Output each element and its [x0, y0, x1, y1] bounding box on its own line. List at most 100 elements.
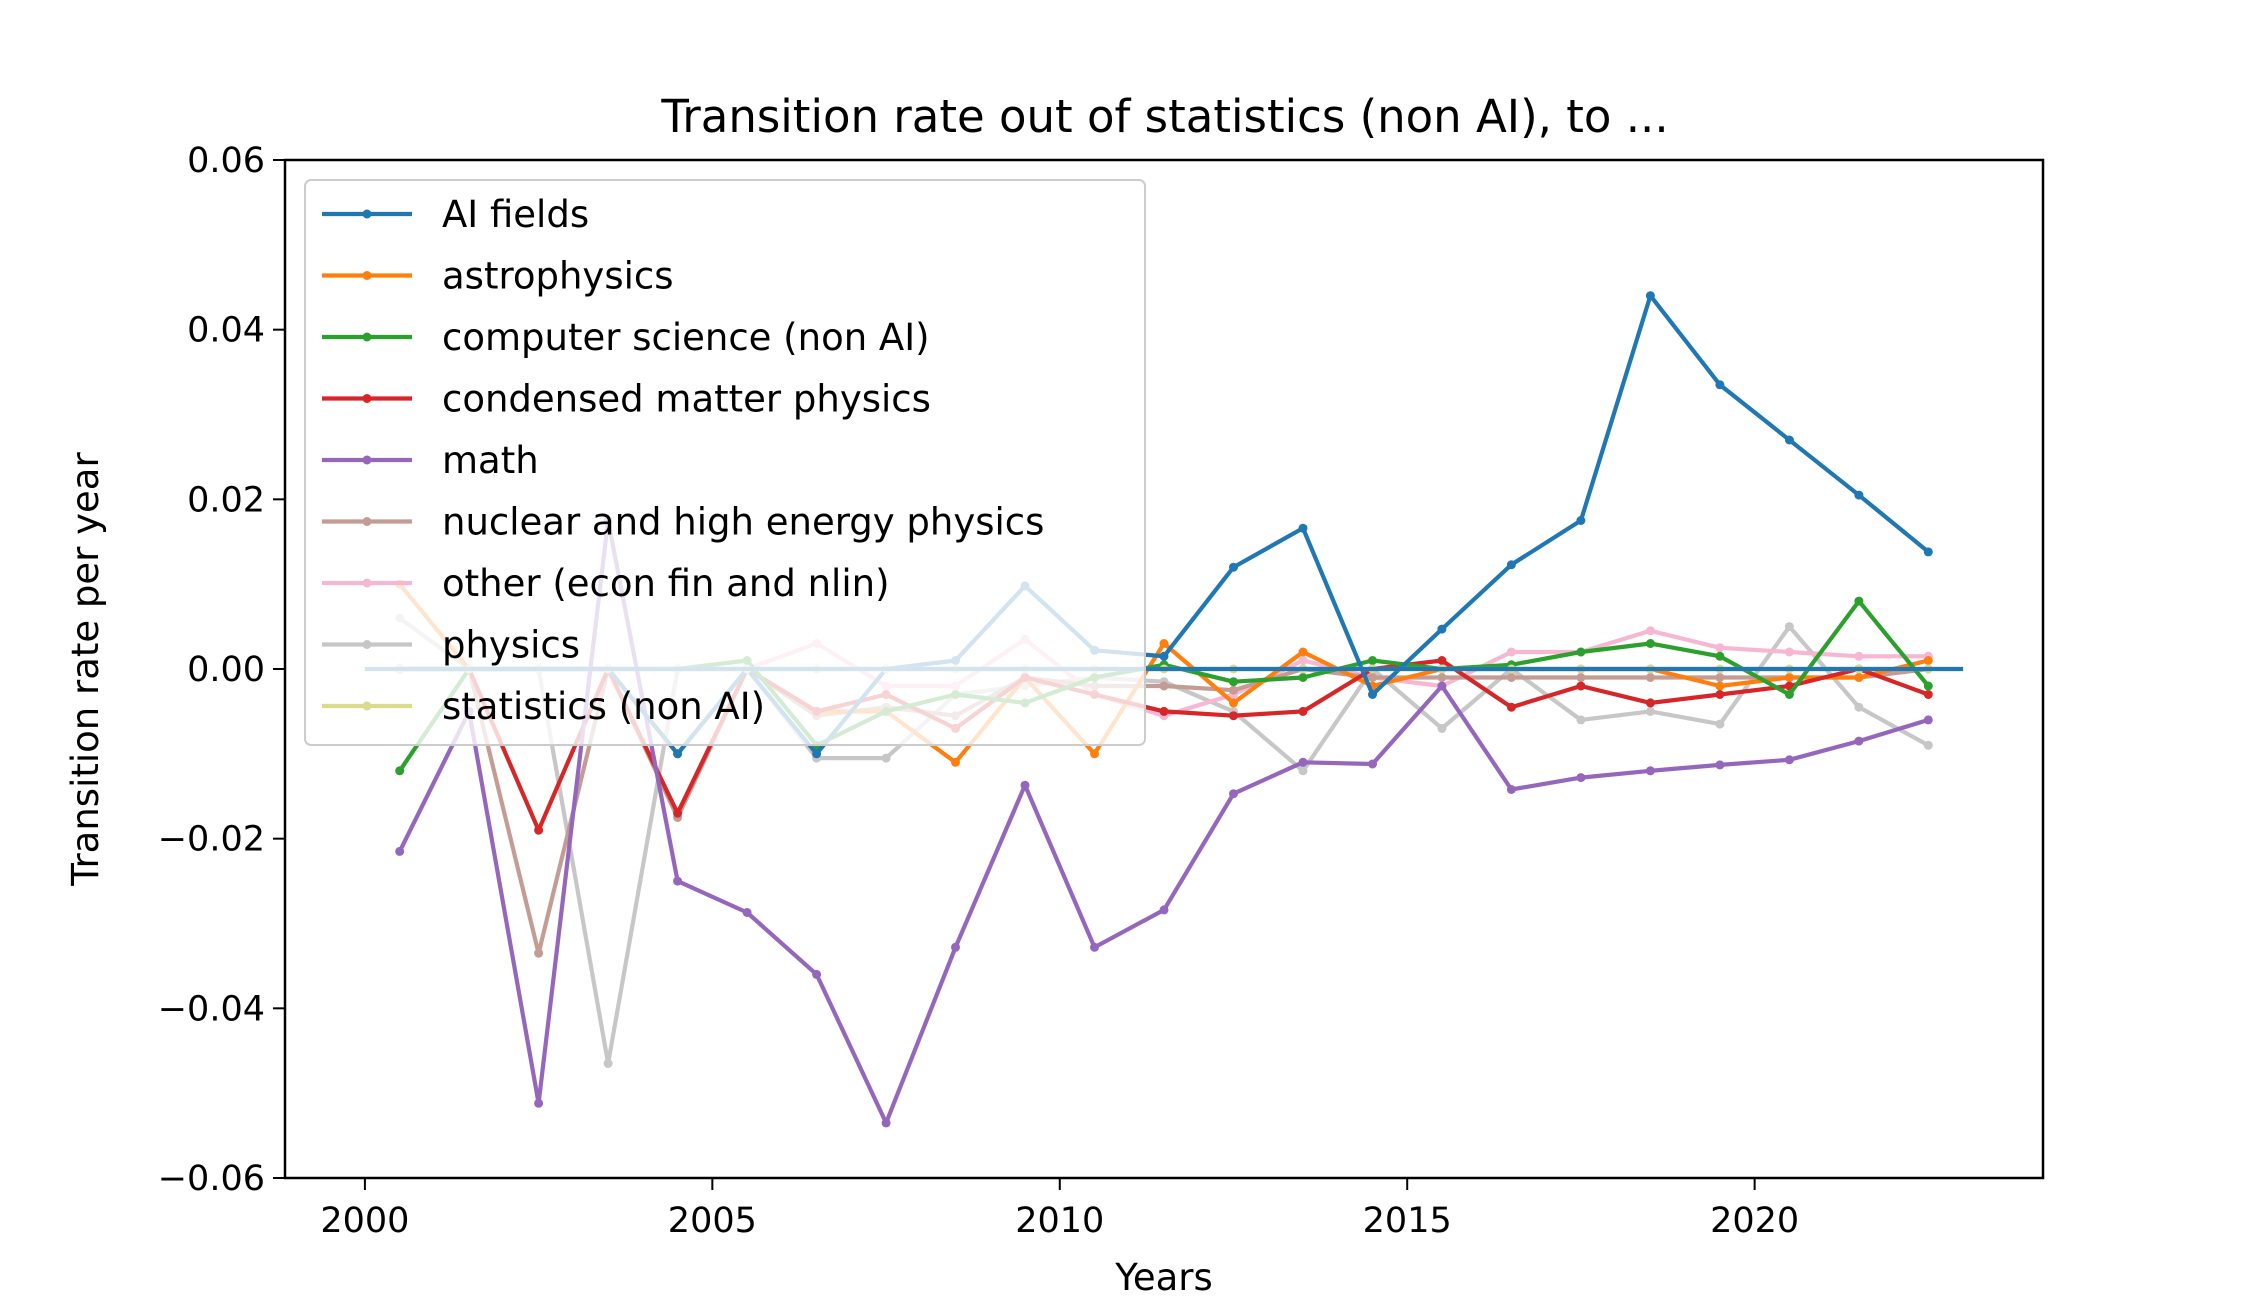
data-point-physics [1298, 766, 1308, 776]
data-point-condensed-matter-physics [1159, 706, 1169, 716]
x-tick-label: 2010 [1015, 1201, 1104, 1241]
legend-label: AI fields [442, 193, 589, 236]
data-point-math [1854, 736, 1864, 746]
y-tick-label: −0.02 [158, 820, 265, 860]
data-point-other-econ-fin-and-nlin [1645, 626, 1655, 636]
data-point-math [1506, 785, 1516, 794]
data-point-math [1923, 715, 1933, 725]
data-point-condensed-matter-physics [534, 825, 544, 835]
data-point-math [1159, 905, 1169, 915]
data-point-ai-fields [1159, 651, 1169, 661]
data-point-condensed-matter-physics [1437, 656, 1447, 665]
data-point-ai-fields [1784, 435, 1794, 445]
data-point-astrophysics [1298, 647, 1308, 657]
legend-item-physics: physics [322, 624, 580, 667]
legend-item-astrophysics: astrophysics [322, 255, 674, 298]
data-point-math [1437, 681, 1447, 691]
data-point-ai-fields [1576, 516, 1586, 525]
data-point-math [881, 1118, 891, 1128]
legend-item-other-econ-fin-and-nlin: other (econ fin and nlin) [322, 562, 890, 605]
data-point-ai-fields [1923, 547, 1933, 557]
data-point-ai-fields [1368, 690, 1377, 699]
legend-item-math: math [322, 439, 539, 482]
legend-marker [362, 578, 372, 588]
data-point-math [1645, 766, 1655, 776]
data-point-physics [1923, 740, 1933, 750]
legend-label: math [442, 439, 539, 482]
legend-label: statistics (non AI) [442, 685, 765, 728]
data-point-nuclear-and-high-energy-physics [1229, 685, 1238, 695]
data-point-nuclear-and-high-energy-physics [1506, 673, 1516, 682]
legend-label: nuclear and high energy physics [442, 501, 1044, 544]
data-point-other-econ-fin-and-nlin [1854, 651, 1864, 661]
legend: AI fields astrophysics computer science (n… [304, 179, 1146, 746]
data-point-astrophysics [1090, 749, 1099, 759]
data-point-nuclear-and-high-energy-physics [1437, 673, 1447, 682]
y-tick-label: 0.02 [187, 480, 265, 520]
data-point-math [1229, 789, 1238, 799]
data-point-astrophysics [1715, 681, 1725, 691]
data-point-computer-science-non-ai [1854, 596, 1864, 606]
data-point-ai-fields [1437, 624, 1447, 634]
data-point-condensed-matter-physics [1715, 690, 1725, 699]
x-tick-label: 2005 [668, 1201, 757, 1241]
y-tick-label: −0.04 [158, 989, 265, 1029]
data-point-math [673, 876, 683, 886]
data-point-condensed-matter-physics [1923, 690, 1933, 699]
data-point-computer-science-non-ai [1298, 673, 1308, 682]
legend-item-ai-fields: AI fields [322, 193, 589, 236]
data-point-nuclear-and-high-energy-physics [1715, 673, 1725, 682]
data-point-condensed-matter-physics [1576, 681, 1586, 691]
data-point-nuclear-and-high-energy-physics [1645, 673, 1655, 682]
data-point-physics [1437, 723, 1447, 733]
y-tick-label: 0.06 [187, 141, 265, 181]
legend-marker [362, 517, 372, 526]
data-point-condensed-matter-physics [1506, 702, 1516, 712]
data-point-astrophysics [1229, 698, 1238, 708]
data-point-astrophysics [1854, 673, 1864, 682]
data-point-computer-science-non-ai [1784, 690, 1794, 699]
legend-label: condensed matter physics [442, 378, 931, 421]
data-point-ai-fields [812, 749, 822, 759]
data-point-computer-science-non-ai [1368, 656, 1377, 665]
x-tick-label: 2000 [320, 1201, 409, 1241]
legend-marker [362, 455, 372, 465]
legend-marker [362, 701, 372, 711]
data-point-nuclear-and-high-energy-physics [534, 948, 544, 958]
data-point-nuclear-and-high-energy-physics [1368, 673, 1377, 682]
data-point-math [812, 969, 822, 979]
legend-marker [362, 332, 372, 342]
legend-item-nuclear-and-high-energy-physics: nuclear and high energy physics [322, 501, 1044, 544]
data-point-nuclear-and-high-energy-physics [1159, 681, 1169, 691]
data-point-condensed-matter-physics [1645, 698, 1655, 708]
data-point-physics [881, 753, 891, 763]
data-point-condensed-matter-physics [1298, 706, 1308, 716]
data-point-condensed-matter-physics [1229, 711, 1238, 721]
data-point-math [1715, 760, 1725, 770]
data-point-astrophysics [1159, 639, 1169, 648]
data-point-ai-fields [1715, 380, 1725, 390]
data-point-other-econ-fin-and-nlin [1298, 656, 1308, 665]
legend-box [304, 179, 1146, 746]
data-point-math [534, 1098, 544, 1108]
data-point-physics [1645, 706, 1655, 716]
legend-label: other (econ fin and nlin) [442, 562, 890, 605]
chart-title: Transition rate out of statistics (non A… [660, 90, 1668, 143]
legend-marker [362, 640, 372, 649]
data-point-astrophysics [1923, 656, 1933, 665]
data-point-math [1090, 942, 1099, 952]
y-tick-label: 0.00 [187, 650, 265, 690]
data-point-physics [1576, 715, 1586, 725]
y-tick-label: 0.04 [187, 311, 265, 351]
data-point-computer-science-non-ai [1229, 677, 1238, 687]
data-point-ai-fields [1506, 560, 1516, 570]
data-point-math [742, 908, 752, 917]
data-point-astrophysics [951, 757, 960, 767]
data-point-math [1298, 757, 1308, 767]
axis-ticks: 2000 2005 2010 2015 2020 0.06 0.04 0.02 0.00 −0.0… [158, 141, 1799, 1241]
legend-label: computer science (non AI) [442, 316, 930, 359]
legend-label: physics [442, 624, 580, 667]
data-point-astrophysics [1784, 673, 1794, 682]
data-point-physics [1715, 719, 1725, 729]
